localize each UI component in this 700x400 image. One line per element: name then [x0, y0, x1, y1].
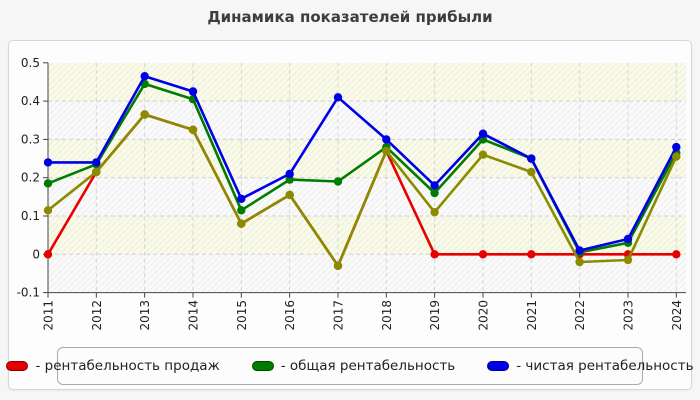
legend-item-sales-profitability: - рентабельность продаж — [6, 358, 220, 374]
data-point — [382, 146, 391, 156]
chart-legend: - рентабельность продаж - общая рентабел… — [6, 347, 694, 385]
data-point — [672, 250, 681, 259]
data-point — [92, 167, 101, 177]
legend-label: - чистая рентабельность — [516, 358, 694, 374]
data-point — [672, 142, 681, 152]
series-3-2 — [43, 72, 681, 255]
data-point — [623, 255, 633, 265]
chart-title: Динамика показателей прибыли — [207, 8, 493, 26]
legend-swatch-red — [6, 361, 29, 371]
x-axis-label: 2017 — [331, 300, 345, 331]
data-point — [672, 152, 681, 161]
data-point — [478, 250, 488, 259]
x-axis-label: 2024 — [670, 300, 684, 331]
data-point — [237, 194, 246, 203]
y-axis-label: 0.3 — [21, 132, 40, 146]
y-axis-label: 0 — [32, 247, 40, 261]
data-point — [237, 206, 246, 215]
data-point — [430, 188, 439, 198]
data-point — [527, 154, 536, 163]
x-axis-label: 2011 — [42, 300, 56, 331]
legend-label: - рентабельность продаж — [35, 358, 220, 374]
data-point — [140, 72, 149, 81]
x-axis-label: 2015 — [235, 300, 249, 331]
y-axis-label: 0.5 — [21, 56, 40, 70]
data-point — [285, 190, 294, 200]
data-point — [188, 125, 198, 134]
data-point — [285, 169, 294, 179]
data-point — [237, 219, 246, 228]
data-point — [527, 167, 536, 177]
x-axis-label: 2013 — [138, 300, 152, 331]
y-axis-label: 0.1 — [21, 209, 40, 223]
data-point — [575, 246, 584, 255]
x-axis-label: 2012 — [90, 300, 104, 331]
data-point — [430, 250, 439, 259]
data-point — [478, 150, 488, 159]
legend-swatch-green — [251, 361, 274, 371]
data-point — [382, 135, 391, 144]
data-point — [333, 177, 343, 186]
y-axis-label: -0.1 — [17, 286, 40, 300]
data-point — [333, 93, 343, 102]
data-point — [575, 257, 584, 267]
legend-item-net-profitability: - чистая рентабельность — [487, 358, 694, 374]
x-axis-label: 2021 — [525, 300, 539, 331]
data-point — [430, 208, 439, 217]
data-point — [43, 158, 53, 167]
y-axis-label: 0.2 — [21, 171, 40, 185]
x-axis-label: 2016 — [283, 300, 297, 331]
data-point — [623, 234, 633, 244]
legend-item-total-profitability: - общая рентабельность — [251, 358, 456, 374]
data-point — [43, 206, 53, 215]
x-axis-label: 2023 — [621, 300, 635, 331]
legend-label: - общая рентабельность — [280, 358, 456, 374]
data-point — [140, 110, 149, 119]
data-point — [43, 179, 53, 188]
chart-panel: 0.5 0.4 0.3 0.2 0.1 0 -0.1 2011 2012 2013 2014 2015… — [6, 40, 694, 390]
data-point — [527, 250, 536, 259]
x-axis-label: 2022 — [573, 300, 587, 331]
x-axis-label: 2020 — [476, 300, 490, 331]
x-axis-label: 2019 — [428, 300, 442, 331]
data-point — [478, 129, 488, 138]
x-axis-label: 2014 — [186, 300, 200, 331]
data-point — [43, 250, 53, 259]
legend-swatch-blue — [487, 361, 510, 371]
data-point — [92, 158, 101, 167]
data-point — [188, 87, 198, 96]
series-4 — [43, 110, 681, 270]
data-point — [430, 181, 439, 190]
y-axis-label: 0.4 — [21, 94, 40, 108]
x-axis-label: 2018 — [380, 300, 394, 331]
data-point — [333, 261, 343, 270]
